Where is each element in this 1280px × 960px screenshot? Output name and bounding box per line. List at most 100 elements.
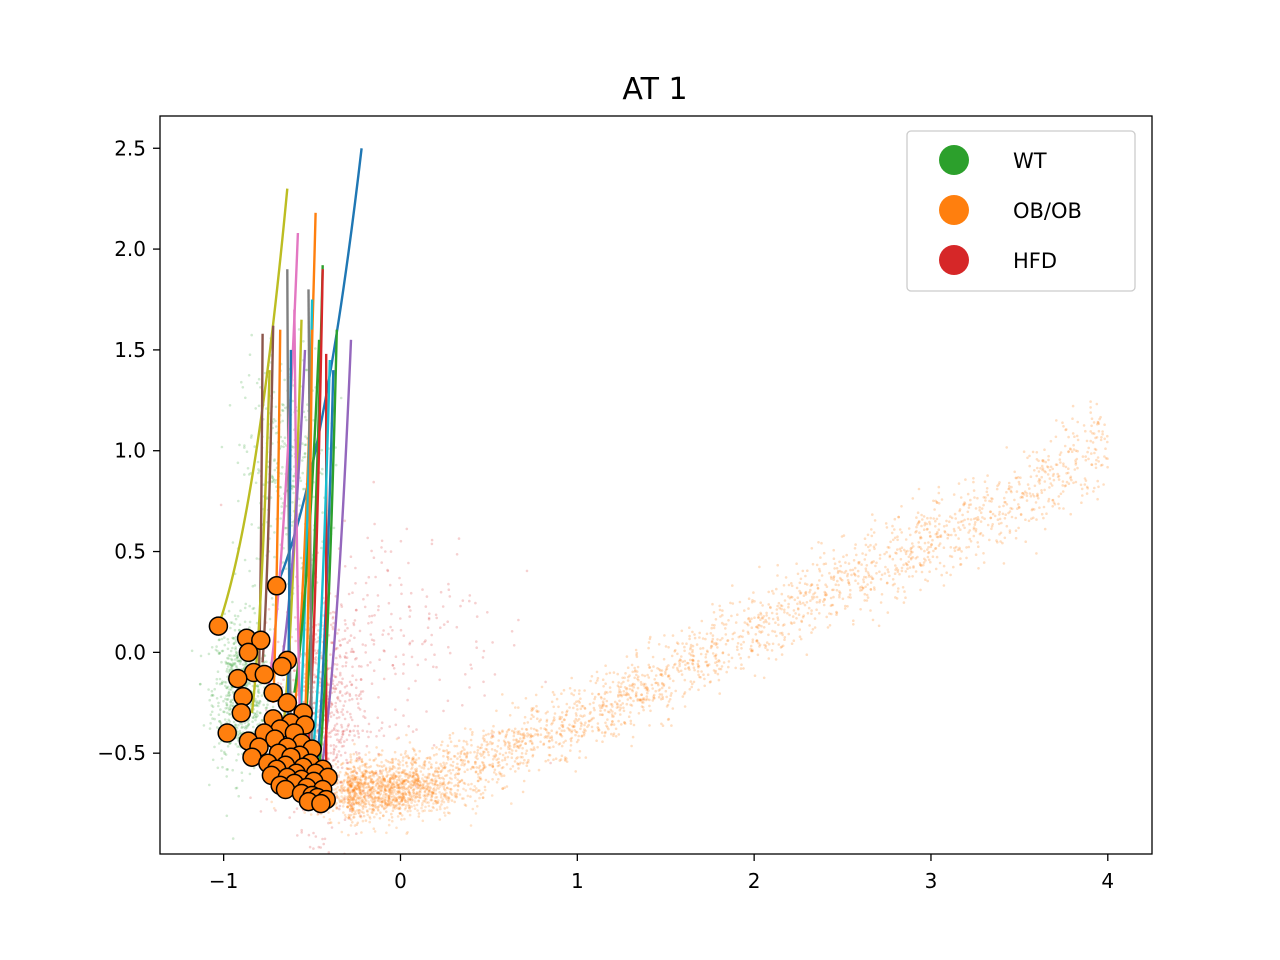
trend-point [796,596,800,599]
trend-point [983,480,987,484]
trend-point [676,652,679,656]
background-point [380,721,384,724]
trend-point [872,586,876,589]
background-point [265,497,269,501]
background-point [355,758,359,761]
background-point [348,779,352,783]
trend-point [929,560,932,564]
background-point [339,690,342,693]
background-point [234,786,238,790]
trend-point [641,673,644,677]
trend-point [360,771,364,774]
trend-point [964,478,967,481]
trend-point [385,810,388,813]
trend-point [1014,529,1018,532]
trend-point [667,700,671,703]
background-point [366,771,370,774]
trend-point [683,705,687,708]
background-point [334,756,338,760]
trend-point [792,621,796,624]
trend-point [879,601,883,604]
background-point [346,761,350,765]
background-point [373,522,376,526]
trend-point [1003,496,1006,500]
background-point [259,700,262,703]
background-point [367,735,370,739]
background-point [254,718,257,722]
trend-point [601,740,604,743]
trend-point [1014,516,1018,520]
background-point [363,796,367,800]
background-point [362,805,365,809]
trend-point [1076,420,1079,424]
trend-point [572,706,575,710]
trend-point [923,549,926,553]
background-point [402,796,406,799]
trend-point [1094,466,1098,470]
trend-point [1025,492,1028,495]
trend-point [759,618,762,621]
background-point [237,660,241,663]
trend-point [596,722,600,725]
background-point [220,637,224,641]
background-point [430,796,433,799]
background-point [376,716,380,720]
background-point [332,728,336,731]
trend-point [1049,482,1053,485]
trend-point [1081,494,1084,497]
background-point [422,799,425,803]
trend-point [353,810,357,813]
trend-point [1074,459,1077,462]
trend-point [544,735,548,738]
background-point [233,614,237,617]
background-point [351,739,355,742]
background-point [418,783,421,787]
trend-point [454,776,457,779]
background-point [251,720,254,723]
trend-point [391,786,394,790]
background-point [358,756,362,760]
trend-point [774,621,777,624]
trend-point [867,573,871,576]
background-point [322,614,325,617]
trend-point [460,749,464,753]
trend-point [545,724,548,727]
background-point [251,607,255,611]
trend-point [990,525,994,528]
trend-point [370,799,373,802]
background-point [353,769,356,772]
background-point [223,612,226,616]
trend-point [463,748,466,751]
trend-point [517,706,520,709]
background-point [345,684,349,688]
background-point [357,732,360,735]
trend-point [670,654,674,658]
trend-point [514,770,517,773]
background-point [358,798,361,801]
background-point [340,723,343,727]
background-point [433,653,436,656]
trend-point [545,718,549,722]
trend-point [932,549,935,553]
trend-point [466,751,469,754]
background-point [225,814,229,818]
background-point [249,436,253,439]
background-point [218,682,222,686]
trend-point [617,691,621,694]
trend-point [650,669,653,673]
trend-point [1087,446,1090,450]
background-point [355,799,358,802]
trend-point [974,553,978,556]
background-point [446,620,450,623]
background-point [391,782,395,786]
trend-point [1029,494,1033,498]
background-point [435,786,439,790]
background-point [361,790,365,793]
background-point [314,347,317,350]
trend-point [820,541,823,545]
trend-point [1062,425,1065,428]
trend-point [790,642,794,645]
trend-point [456,784,460,787]
trend-point [421,786,424,789]
trend-point [863,575,866,579]
